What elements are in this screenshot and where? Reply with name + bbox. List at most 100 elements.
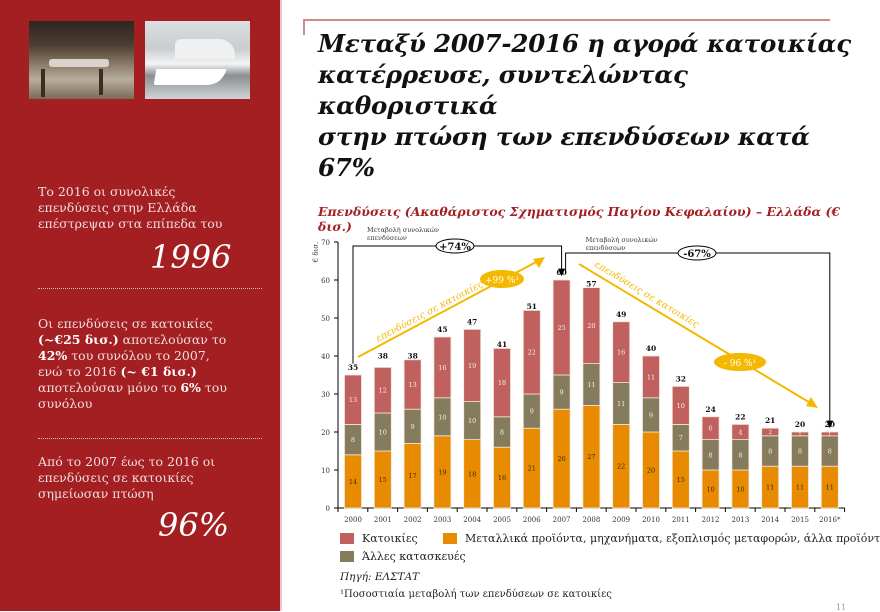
y-tick-label: 50: [321, 315, 330, 323]
arrow-up-head-icon: [533, 257, 545, 268]
segment-value: 11: [587, 381, 595, 389]
arrow-down-line: [578, 263, 813, 405]
bar-group-2010: 20 9 11 40: [642, 344, 660, 509]
y-tick-label: 60: [321, 277, 330, 285]
cafe-terrace-photo: [29, 21, 134, 99]
arrow-down-badge: [714, 353, 766, 371]
bar-segment: [433, 336, 452, 399]
footnote: ¹Ποσοστιαία μεταβολή των επενδύσεων σε κ…: [340, 589, 612, 600]
bar-total: 20: [795, 420, 805, 429]
segment-value: 11: [647, 373, 655, 381]
y-tick-label: 0: [326, 505, 330, 513]
arrow-down-head-icon: [806, 397, 818, 408]
x-tick-label: 2016*: [819, 516, 841, 524]
bar-total: 35: [348, 363, 358, 372]
bracket2-value: -67%: [683, 249, 711, 260]
y-axis-label: € δισ.: [312, 242, 320, 264]
segment-value: 10: [468, 417, 476, 425]
segment-value: 6: [709, 425, 713, 433]
bar-group-2006: 21 9 22 51: [522, 302, 541, 509]
bar-segment: [522, 309, 541, 395]
bar-total: 24: [705, 405, 715, 414]
x-tick-label: 2006: [523, 516, 541, 524]
segment-value: 9: [530, 408, 534, 416]
bar-group-2004: 18 10 19 47: [463, 317, 482, 509]
bar-segment: [373, 366, 392, 414]
segment-value: 8: [798, 448, 802, 456]
chart-title: Επενδύσεις (Ακαθάριστος Σχηματισμός Παγί…: [318, 204, 841, 234]
sidebar-edge: [280, 0, 282, 611]
segment-value: 9: [649, 411, 653, 419]
harbour-ferry-photo: [145, 21, 250, 99]
arrowhead-icon: [826, 420, 834, 429]
arrow-up-value: +99 %¹: [485, 276, 519, 286]
bar-segment: [701, 416, 720, 440]
bar-segment: [761, 427, 780, 437]
segment-value: 16: [438, 364, 446, 372]
segment-value: 26: [557, 455, 565, 463]
bracket1-value: +74%: [439, 242, 471, 253]
bar-segment: [820, 431, 839, 437]
x-tick-label: 2015: [791, 516, 809, 524]
chart-axes: 0 10 20 30 40 50 60 70€ δισ. 2000 2001 2002 2003 200…: [312, 239, 846, 524]
segment-value: 8: [768, 448, 772, 456]
x-tick-label: 2004: [463, 516, 481, 524]
segment-value: 14: [349, 478, 357, 486]
bar-total: 38: [407, 352, 417, 361]
svg-text:Μεταβολή συνολικών: Μεταβολή συνολικών: [367, 226, 439, 234]
bar-group-2014: 11 8 2 21: [761, 416, 780, 509]
bar-total: 32: [676, 374, 686, 383]
bar-segment: [731, 423, 750, 440]
segment-value: 11: [826, 484, 834, 492]
segment-value: 7: [679, 434, 683, 442]
divider: [38, 288, 262, 289]
x-tick-label: 2005: [493, 516, 511, 524]
segment-value: 11: [617, 400, 625, 408]
bar-total: 38: [378, 352, 388, 361]
segment-value: 2: [768, 430, 772, 436]
arrow-down-value: - 96 %¹: [724, 359, 756, 369]
segment-value: 15: [677, 476, 685, 484]
segment-value: 16: [617, 349, 625, 357]
bar-group-2009: 22 11 16 49: [612, 310, 631, 509]
segment-value: 10: [706, 486, 714, 494]
x-tick-label: 2010: [642, 516, 660, 524]
x-tick-label: 2002: [404, 516, 422, 524]
segment-value: 10: [379, 429, 387, 437]
bar-group-2015: 11 8 1 20: [791, 420, 809, 509]
bar-total: 41: [497, 340, 507, 349]
segment-value: 8: [828, 448, 832, 456]
bar-group-2005: 16 8 18 41: [493, 340, 511, 509]
segment-value: 22: [528, 349, 536, 357]
page-title: Μεταξύ 2007-2016 η αγορά κατοικίας κατέρ…: [318, 29, 851, 182]
segment-value: 10: [736, 486, 744, 494]
bar-segment: [671, 385, 690, 425]
segment-value: 13: [408, 381, 416, 389]
sidebar-panel: Το 2016 οι συνολικές επενδύσεις στην Ελλ…: [0, 0, 280, 611]
segment-value: 25: [557, 324, 565, 332]
segment-value: 9: [411, 423, 415, 431]
y-tick-label: 10: [321, 467, 330, 475]
sidebar-text-housing-decline: Από το 2007 έως το 2016 οι επενδύσεις σε…: [38, 454, 216, 501]
segment-value: 16: [498, 474, 506, 482]
source-note: Πηγή: ΕΛΣΤΑΤ: [340, 571, 420, 583]
sidebar-text-housing-share: Οι επενδύσεις σε κατοικίες (~€25 δισ.) α…: [38, 316, 227, 411]
arrow-down-label: επενδύσεις σε κατοικίες: [592, 259, 701, 330]
bar-group-2002: 17 9 13 38: [403, 352, 422, 509]
segment-value: 15: [379, 476, 387, 484]
segment-value: 8: [500, 429, 504, 437]
x-tick-label: 2014: [761, 516, 779, 524]
arrow-up-badge: [480, 270, 524, 288]
arrowhead-icon: [558, 268, 566, 277]
bracket2-badge: [677, 245, 717, 261]
segment-value: 22: [617, 463, 625, 471]
bar-group-2008: 27 11 20 57: [582, 279, 601, 509]
bar-segment: [344, 374, 362, 425]
bar-segment: [791, 431, 809, 437]
segment-value: 10: [677, 402, 685, 410]
bar-total: 51: [527, 302, 537, 311]
segment-value: 20: [587, 322, 595, 330]
title-bracket: [303, 19, 830, 35]
bar-segment: [552, 279, 571, 376]
